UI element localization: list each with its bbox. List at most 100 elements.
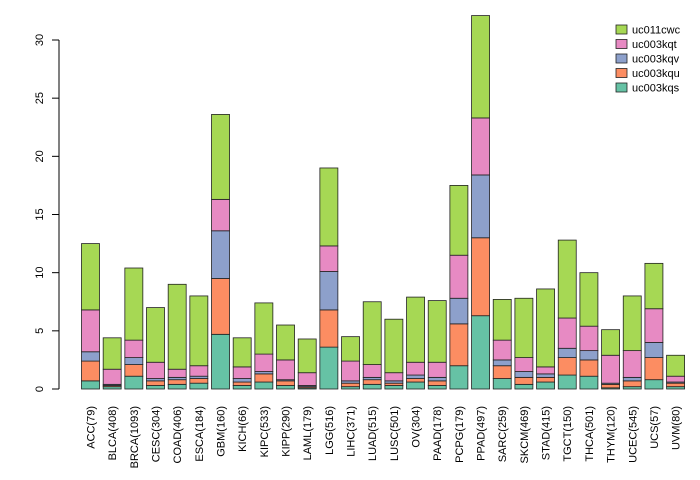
bar-segment-uc003kqu <box>622 380 642 388</box>
bar-segment-uc003kqu <box>449 323 469 367</box>
bar-segment-uc003kqu <box>341 382 360 388</box>
bar-segment-uc011cwc <box>297 338 317 374</box>
x-tick-label: BLCA(408) <box>107 406 119 460</box>
bar-segment-uc003kqs <box>146 385 165 390</box>
bar-segment-uc003kqv <box>406 374 425 379</box>
bar-segment-uc003kqu <box>579 359 599 377</box>
legend-label: uc003kqs <box>632 83 680 95</box>
bar-segment-uc003kqv <box>579 350 599 361</box>
bar-segment-uc003kqt <box>211 198 230 232</box>
bar-segment-uc011cwc <box>406 296 425 363</box>
bar-segment-uc003kqv <box>81 351 100 362</box>
legend-swatch <box>615 39 628 49</box>
bar-segment-uc003kqt <box>232 366 252 379</box>
y-tick-label: 15 <box>34 208 46 220</box>
legend-label: uc003kqu <box>632 68 680 80</box>
bar-segment-uc011cwc <box>232 337 252 368</box>
x-tick-label: UCS(57) <box>649 406 661 449</box>
bar-segment-uc003kqt <box>536 366 555 375</box>
y-tick-label: 0 <box>34 386 46 392</box>
bar-segment-uc003kqv <box>557 347 577 358</box>
bar-segment-uc003kqv <box>449 297 469 325</box>
x-tick-label: SARC(259) <box>497 406 509 462</box>
bar-segment-uc011cwc <box>427 300 447 363</box>
bar-segment-uc011cwc <box>276 324 295 361</box>
bar-segment-uc003kqt <box>146 361 165 379</box>
bar-segment-uc003kqu <box>146 380 165 386</box>
bar-segment-uc003kqt <box>297 372 317 386</box>
bar-segment-uc003kqu <box>601 383 620 389</box>
bar-segment-uc003kqs <box>276 385 295 390</box>
bar-segment-uc011cwc <box>341 336 360 362</box>
bar-segment-uc003kqs <box>189 382 209 390</box>
bar-segment-uc011cwc <box>167 283 187 370</box>
bar-segment-uc011cwc <box>384 318 404 374</box>
bar-segment-uc003kqs <box>254 381 274 390</box>
bar-segment-uc003kqs <box>449 365 469 390</box>
bar-segment-uc003kqt <box>254 353 274 372</box>
bar-segment-uc011cwc <box>644 262 664 310</box>
bar-segment-uc003kqv <box>514 371 534 378</box>
bar-segment-uc011cwc <box>622 295 642 352</box>
bar-segment-uc011cwc <box>666 354 685 377</box>
bar-segment-uc003kqv <box>622 376 642 382</box>
bar-segment-uc003kqu <box>189 378 209 384</box>
bar-segment-uc003kqs <box>232 385 252 390</box>
bar-segment-uc003kqv <box>124 357 144 365</box>
bar-segment-uc003kqs <box>579 375 599 390</box>
bar-segment-uc003kqu <box>666 382 685 388</box>
x-tick-label: UVM(80) <box>671 406 683 450</box>
x-tick-label: PCPG(179) <box>454 406 466 463</box>
bar-segment-uc003kqt <box>514 357 534 372</box>
bar-segment-uc003kqs <box>384 385 404 390</box>
bar-segment-uc003kqt <box>427 361 447 378</box>
x-tick-label: STAD(415) <box>541 406 553 460</box>
x-tick-label: LUSC(501) <box>389 406 401 461</box>
x-tick-labels: ACC(79) BLCA(408) BRCA(1093) CESC(304) COAD(… <box>86 406 683 468</box>
bar-segment-uc003kqt <box>471 117 490 176</box>
bar-segment-uc003kqu <box>167 379 187 385</box>
bar-segment-uc003kqu <box>492 365 512 379</box>
bar-segment-uc003kqs <box>644 379 664 390</box>
bar-segment-uc003kqt <box>319 245 339 272</box>
bar-segment-uc003kqv <box>492 359 512 367</box>
x-tick-label: ACC(79) <box>86 406 98 449</box>
legend-swatch <box>615 24 628 35</box>
x-tick-label: KIPP(290) <box>281 406 293 457</box>
bar-segment-uc003kqu <box>427 380 447 386</box>
bar-segment-uc003kqt <box>449 254 469 299</box>
bars <box>81 15 685 390</box>
legend-swatch <box>615 68 628 78</box>
legend: uc011cwc uc003kqt uc003kqv uc003kqu uc003kqs <box>615 24 681 95</box>
bar-segment-uc011cwc <box>254 302 274 355</box>
x-tick-label: THYM(120) <box>606 406 618 463</box>
bar-segment-uc003kqs <box>514 383 534 390</box>
bar-segment-uc003kqv <box>319 271 339 311</box>
legend-swatch <box>615 82 628 93</box>
bar-segment-uc003kqt <box>276 359 295 381</box>
bar-segment-uc011cwc <box>536 288 555 368</box>
bar-segment-uc003kqt <box>579 325 599 352</box>
bar-segment-uc011cwc <box>579 272 599 327</box>
y-axis: 0 5 10 15 20 25 30 <box>34 34 60 392</box>
bar-segment-uc003kqs <box>362 383 382 390</box>
bar-segment-uc003kqu <box>211 278 230 335</box>
bar-segment-uc003kqv <box>536 373 555 378</box>
bar-segment-uc003kqs <box>319 346 339 390</box>
x-tick-label: LIHC(371) <box>346 406 358 457</box>
bar-segment-uc003kqt <box>644 308 664 343</box>
bar-segment-uc011cwc <box>492 299 512 341</box>
bar-segment-uc003kqu <box>471 237 490 317</box>
y-tick-label: 5 <box>34 328 46 334</box>
bar-segment-uc003kqt <box>601 354 620 384</box>
bar-segment-uc003kqt <box>622 350 642 378</box>
bar-segment-uc003kqu <box>276 380 295 386</box>
bar-segment-uc003kqv <box>471 174 490 239</box>
bar-segment-uc003kqt <box>341 360 360 382</box>
y-tick-label: 10 <box>34 267 46 279</box>
y-tick-label: 30 <box>34 34 46 46</box>
bar-segment-uc011cwc <box>319 167 339 247</box>
bar-segment-uc003kqu <box>124 364 144 377</box>
bar-segment-uc003kqs <box>492 378 512 390</box>
